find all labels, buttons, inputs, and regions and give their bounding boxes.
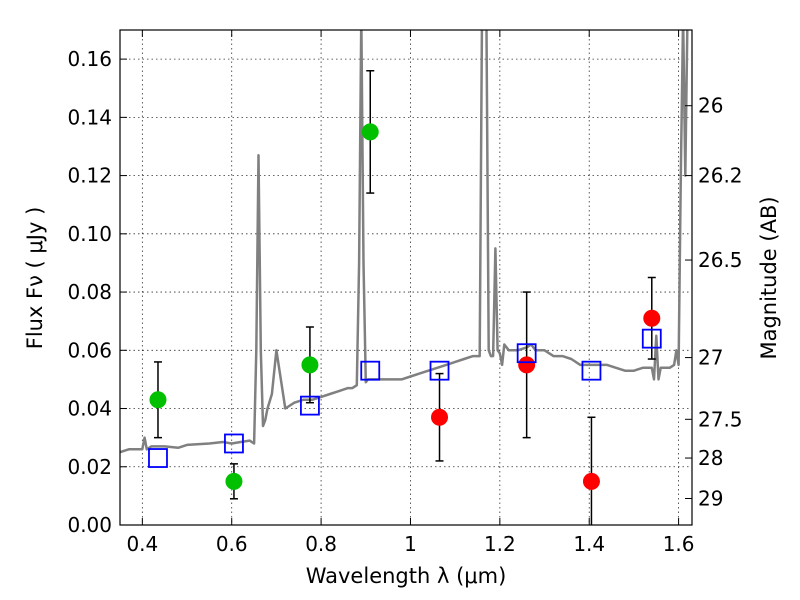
y2-tick-label: 26	[698, 94, 723, 118]
y-axis-label: Flux Fν ( μJy )	[23, 207, 47, 350]
y2-tick-label: 28	[698, 446, 723, 470]
data-point	[301, 356, 319, 374]
y2-tick-label: 27	[698, 346, 723, 370]
x-axis-ticks: 0.4 0.6 0.8 1 1.2 1.4 1.6	[126, 30, 695, 556]
x-tick-label: 1.6	[663, 532, 695, 556]
x-tick-label: 0.4	[126, 532, 158, 556]
y-tick-label: 0.08	[67, 280, 112, 304]
y-tick-label: 0.16	[67, 47, 112, 71]
y-tick-label: 0.12	[67, 164, 112, 188]
data-point	[431, 408, 449, 426]
y2-tick-label: 26.2	[698, 164, 743, 188]
x-tick-label: 0.6	[216, 532, 248, 556]
grid	[120, 30, 692, 525]
x-tick-label: 0.8	[305, 532, 337, 556]
y-tick-label: 0.14	[67, 105, 112, 129]
data-point	[149, 391, 167, 409]
x-tick-label: 1.4	[573, 532, 605, 556]
y2-tick-label: 27.5	[698, 407, 743, 431]
y-tick-label: 0.06	[67, 338, 112, 362]
plot-area	[120, 30, 689, 525]
y2-axis-label: Magnitude (AB)	[757, 196, 781, 359]
model-point	[224, 433, 244, 454]
x-tick-label: 1.2	[484, 532, 516, 556]
data-point	[518, 356, 536, 374]
y-tick-label: 0.02	[67, 455, 112, 479]
plot-frame	[119, 29, 693, 526]
model-point	[581, 360, 602, 381]
y-tick-label: 0.10	[67, 222, 112, 246]
data-point	[225, 472, 243, 490]
x-tick-label: 1	[404, 532, 417, 556]
y-axis-ticks: 0.00 0.02 0.04 0.06 0.08 0.10 0.12 0.14 0.16	[67, 47, 127, 537]
y2-tick-label: 29	[698, 487, 723, 511]
model-point	[300, 395, 320, 416]
x-axis-label: Wavelength λ (μm)	[306, 564, 507, 588]
y-tick-label: 0.04	[67, 397, 112, 421]
model-spectrum-line	[120, 30, 689, 454]
model-point	[641, 328, 662, 349]
data-point	[361, 123, 379, 141]
y-tick-label: 0.00	[67, 513, 112, 537]
data-point	[582, 472, 600, 490]
data-point	[643, 309, 661, 327]
y2-axis-ticks: 26 26.2 26.5 27 27.5 28 29	[685, 94, 743, 511]
model-point	[148, 448, 168, 468]
model-point	[360, 360, 381, 381]
model-point	[516, 343, 537, 364]
model-point	[429, 360, 450, 381]
y2-tick-label: 26.5	[698, 248, 743, 272]
